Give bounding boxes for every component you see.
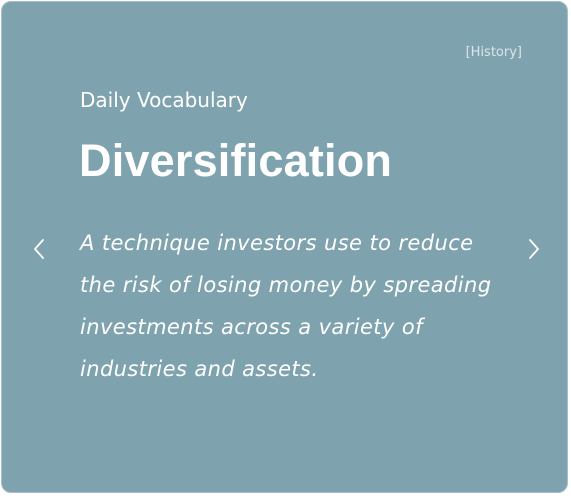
chevron-left-icon <box>32 237 46 261</box>
history-link[interactable]: [History] <box>465 45 522 60</box>
next-button[interactable] <box>522 235 546 263</box>
word-definition: A technique investors use to reduce the … <box>80 231 492 381</box>
chevron-right-icon <box>527 237 541 261</box>
previous-button[interactable] <box>27 235 51 263</box>
card-subtitle: Daily Vocabulary <box>80 88 248 112</box>
vocabulary-word: Diversification <box>79 135 393 186</box>
